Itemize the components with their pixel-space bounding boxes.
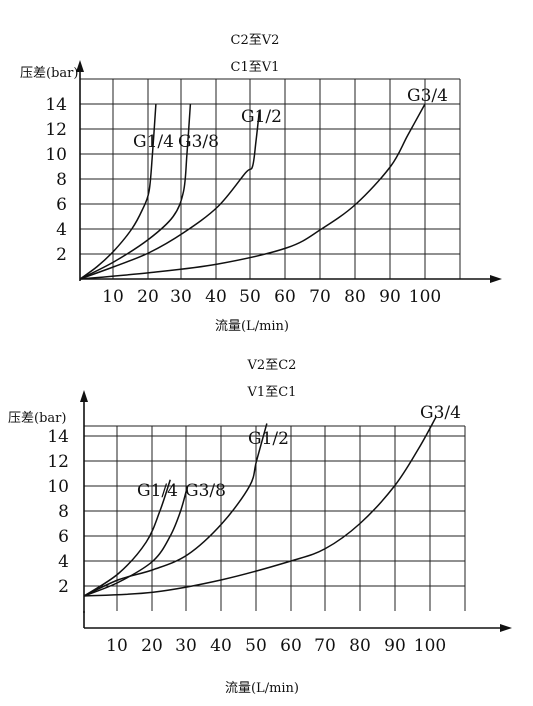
series-line-g3-8	[79, 103, 192, 280]
series-line-g3-8	[83, 485, 189, 597]
series-label-g1-4: G1/4	[137, 481, 178, 501]
y-tick-label: 12	[47, 452, 69, 472]
series-line-g1-4	[79, 103, 157, 280]
x-tick-label: 20	[137, 287, 159, 307]
x-axis-title: 流量(L/min)	[225, 681, 299, 696]
x-tick-label: 70	[314, 636, 336, 656]
x-axis-arrow	[490, 275, 502, 283]
x-axis-arrow	[500, 624, 512, 632]
y-tick-label: 10	[45, 145, 67, 165]
x-tick-label: 90	[384, 636, 406, 656]
x-tick-label: 90	[379, 287, 401, 307]
x-tick-label: 80	[349, 636, 371, 656]
chart-title-line: V2至C2	[247, 358, 297, 373]
grid-lines	[80, 78, 461, 279]
series-label-g3-4: G3/4	[407, 86, 448, 106]
x-tick-label: 60	[274, 287, 296, 307]
x-tick-label: 100	[414, 636, 446, 656]
y-tick-label: 8	[58, 502, 69, 522]
series-line-g1-2	[83, 423, 268, 597]
y-tick-label: 2	[56, 245, 67, 265]
y-tick-label: 4	[56, 220, 67, 240]
series-label-g3-8: G3/8	[185, 481, 226, 501]
series-label-g1-2: G1/2	[241, 107, 282, 127]
chart-title-line: C2至V2	[231, 33, 280, 48]
series-line-g1-4	[83, 479, 171, 597]
chart-panel-1: 10 20 30 40 50 60 70 80 90 100 2 4 6 8 10 12 14 C2至V2 C1至V…	[20, 33, 502, 334]
series-label-g3-8: G3/8	[178, 132, 219, 152]
y-axis-title: 压差(bar)	[20, 66, 78, 81]
y-axis-title: 压差(bar)	[8, 411, 66, 426]
chart-title-line: C1至V1	[231, 60, 280, 75]
y-axis-arrow	[76, 60, 84, 72]
y-tick-label: 12	[45, 120, 67, 140]
x-tick-label: 40	[210, 636, 232, 656]
chart-panel-2: 10 20 30 40 50 60 70 80 90 100 2 4 6 8 10 12 14 V2至C2 V1至C…	[8, 358, 512, 696]
y-tick-label: 10	[47, 477, 69, 497]
series-label-g1-2: G1/2	[248, 429, 289, 449]
x-tick-label: 50	[245, 636, 267, 656]
x-tick-label: 20	[141, 636, 163, 656]
grid-lines	[84, 425, 466, 611]
x-tick-label: 10	[102, 287, 124, 307]
x-tick-label: 80	[344, 287, 366, 307]
x-tick-label: 70	[309, 287, 331, 307]
series-label-g1-4: G1/4	[133, 132, 174, 152]
series-line-g3-4	[83, 416, 437, 597]
chart-title-line: V1至C1	[247, 385, 297, 400]
y-axis-arrow	[80, 390, 88, 402]
x-tick-label: 100	[409, 287, 441, 307]
y-tick-label: 14	[47, 427, 69, 447]
x-tick-label: 10	[106, 636, 128, 656]
series-line-g1-2	[79, 110, 261, 280]
x-tick-label: 30	[170, 287, 192, 307]
y-tick-label: 6	[58, 527, 69, 547]
y-tick-label: 4	[58, 552, 69, 572]
x-axis-title: 流量(L/min)	[215, 319, 289, 334]
x-tick-label: 50	[239, 287, 261, 307]
y-tick-label: 14	[45, 95, 67, 115]
x-tick-label: 30	[175, 636, 197, 656]
x-tick-label: 40	[205, 287, 227, 307]
series-line-g3-4	[79, 103, 426, 280]
y-tick-label: 2	[58, 577, 69, 597]
y-tick-label: 8	[56, 170, 67, 190]
x-tick-label: 60	[280, 636, 302, 656]
y-tick-label: 6	[56, 195, 67, 215]
series-label-g3-4: G3/4	[420, 403, 461, 423]
